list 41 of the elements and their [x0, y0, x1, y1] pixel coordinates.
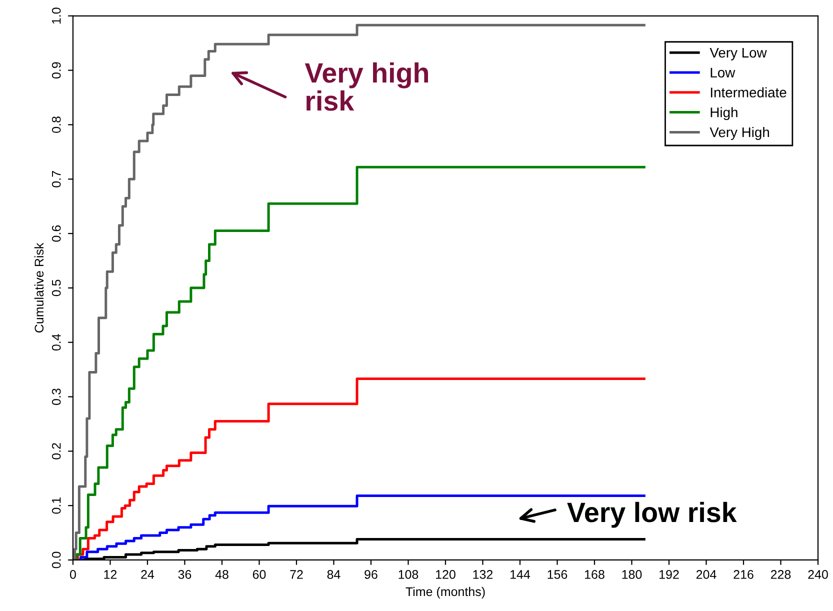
x-tick-label: 96	[364, 570, 378, 579]
x-axis-title: Time (months)	[406, 586, 485, 599]
x-tick-label: 216	[734, 570, 754, 579]
y-tick-label: 0.6	[52, 225, 61, 242]
x-tick-label: 204	[696, 570, 716, 579]
y-tick-label: 0.5	[52, 280, 61, 296]
legend-label: Low	[710, 68, 736, 78]
y-tick-label: 0.7	[52, 171, 61, 188]
x-tick-label: 108	[398, 570, 418, 579]
y-axis-title: Cumulative Risk	[34, 242, 44, 332]
x-tick-label: 72	[290, 570, 303, 579]
y-tick-label: 0.2	[52, 443, 61, 460]
y-tick-label: 0.1	[52, 497, 61, 514]
y-tick-label: 0.0	[52, 552, 61, 568]
x-tick-label: 132	[473, 570, 493, 579]
x-tick-label: 192	[660, 570, 679, 579]
y-tick-label: 0.3	[52, 388, 61, 405]
legend-label: Very High	[710, 126, 769, 140]
x-tick-label: 168	[585, 570, 604, 579]
legend-label: High	[710, 107, 738, 120]
annotation: Very high risk	[304, 62, 428, 111]
annotation: Very low risk	[567, 502, 737, 528]
y-tick-label: 0.4	[52, 334, 61, 351]
x-tick-label: 36	[178, 570, 192, 579]
x-tick-label: 144	[510, 570, 530, 579]
x-tick-label: 84	[327, 570, 340, 579]
y-tick-label: 0.8	[52, 116, 61, 133]
x-tick-label: 240	[808, 570, 828, 579]
y-tick-label: 1.0	[52, 8, 61, 24]
legend-label: Very Low	[710, 48, 767, 60]
legend-label: Intermediate	[710, 87, 786, 98]
x-tick-label: 0	[70, 570, 76, 579]
x-tick-label: 12	[104, 570, 117, 579]
x-tick-label: 180	[622, 570, 642, 579]
x-tick-label: 120	[436, 570, 456, 579]
x-tick-label: 156	[548, 570, 568, 579]
y-tick-label: 0.9	[52, 62, 61, 78]
x-tick-label: 48	[215, 570, 228, 579]
x-tick-label: 60	[252, 570, 266, 579]
x-tick-label: 228	[770, 570, 791, 579]
x-tick-label: 24	[141, 570, 154, 579]
